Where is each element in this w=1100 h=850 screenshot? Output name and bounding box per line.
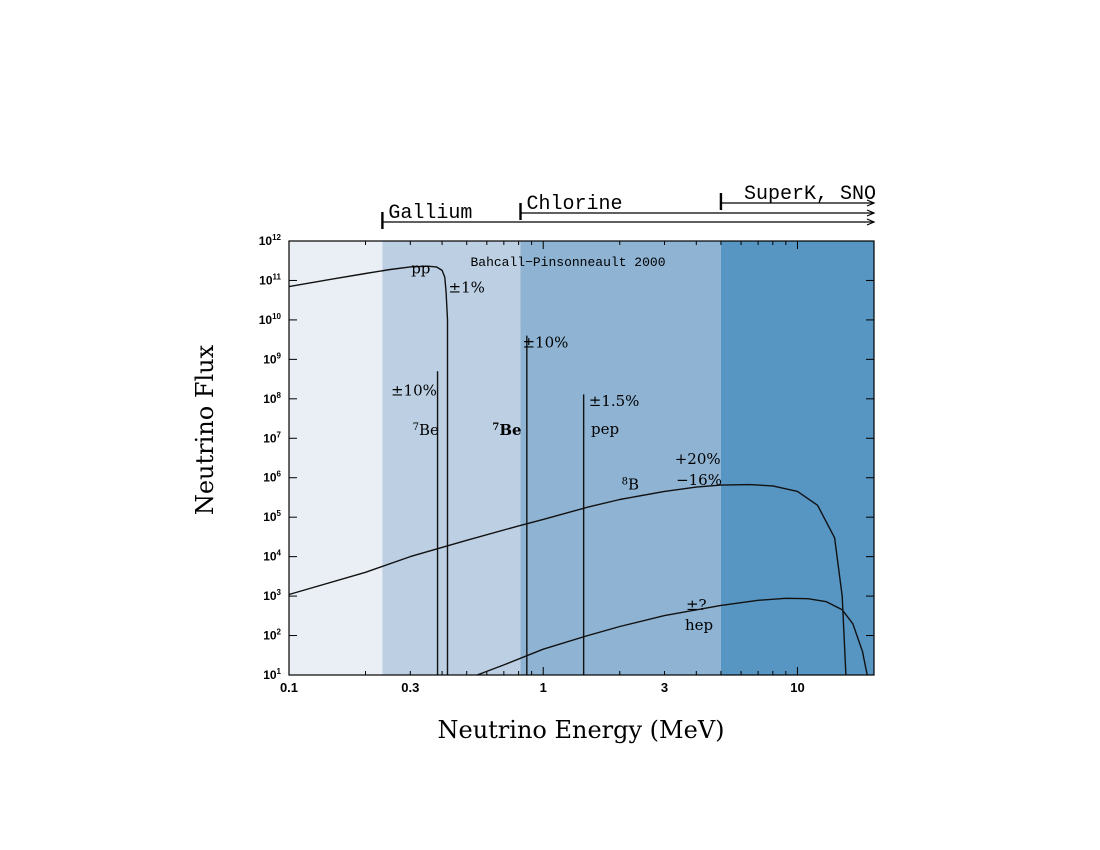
region-band-1 (382, 241, 521, 675)
x-axis-label: Neutrino Energy (MeV) (437, 716, 724, 744)
y-tick-label: 103 (263, 588, 281, 603)
annotation-pp-err: ±1% (449, 278, 485, 296)
x-tick-label: 1 (540, 680, 547, 695)
chart-title: Bahcall−Pinsonneault 2000 (470, 255, 665, 270)
flux-curves (288, 265, 868, 676)
region-band-0 (289, 241, 383, 675)
annotation-hep: hep (685, 616, 713, 634)
x-tick-label: 10 (790, 680, 804, 695)
annotation-be7-high-err: ±10% (522, 333, 568, 351)
x-tick-label: 0.1 (280, 680, 298, 695)
annotation-pp: pp (411, 260, 430, 278)
threshold-arrow-gallium (866, 218, 876, 226)
y-tick-label: 101 (263, 667, 281, 682)
annotation-b8-err-down: −16% (676, 471, 722, 489)
y-tick-label: 102 (263, 628, 281, 643)
series-hep (476, 597, 868, 676)
region-band-2 (520, 241, 721, 675)
x-tick-label: 0.3 (401, 680, 419, 695)
y-tick-label: 107 (263, 430, 281, 445)
y-tick-label: 1010 (259, 312, 282, 327)
x-tick-label: 3 (661, 680, 668, 695)
y-tick-label: 1012 (259, 233, 282, 248)
annotation-hep-err: ±? (686, 596, 707, 614)
threshold-label-superk-sno: SuperK, SNO (744, 183, 876, 206)
threshold-label-chlorine: Chlorine (527, 193, 623, 216)
y-tick-label: 106 (263, 470, 281, 485)
y-tick-label: 105 (263, 509, 281, 524)
region-band-3 (720, 241, 874, 675)
detector-thresholds: Gallium Chlorine SuperK, SNO (381, 183, 876, 229)
y-tick-label: 104 (263, 549, 281, 564)
annotation-pep-err: ±1.5% (589, 392, 640, 410)
threshold-arrow-chlorine (866, 209, 876, 217)
y-tick-label: 108 (263, 391, 281, 406)
y-axis-label: Neutrino Flux (191, 344, 219, 515)
annotation-pep: pep (591, 420, 619, 438)
threshold-label-gallium: Gallium (388, 202, 472, 225)
annotation-b8: 8B (622, 476, 639, 494)
annotations: pp ±1% ±10% 7Be ±10% 7Be ±1.5% pep 8B +20% −16% ±? h… (391, 260, 722, 634)
annotation-be7-high: 7Be (492, 421, 521, 439)
y-tick-label: 109 (263, 351, 281, 366)
threshold-arrow-superk-sno (866, 199, 876, 207)
detector-regions (289, 241, 874, 675)
plot-frame (288, 240, 875, 676)
series-pp (288, 265, 449, 675)
annotation-b8-err-up: +20% (675, 450, 721, 468)
annotation-be7-low-err: ±10% (391, 382, 437, 400)
annotation-be7-low: 7Be (413, 421, 439, 439)
y-tick-label: 1011 (259, 272, 281, 287)
series-8b (288, 483, 847, 676)
